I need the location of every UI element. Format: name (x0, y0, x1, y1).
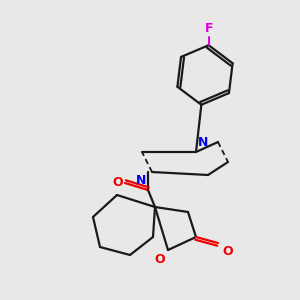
Text: F: F (204, 22, 213, 35)
Text: N: N (198, 136, 208, 149)
Text: N: N (136, 174, 146, 187)
Text: O: O (222, 245, 232, 258)
Text: O: O (113, 176, 123, 188)
Text: O: O (154, 253, 165, 266)
